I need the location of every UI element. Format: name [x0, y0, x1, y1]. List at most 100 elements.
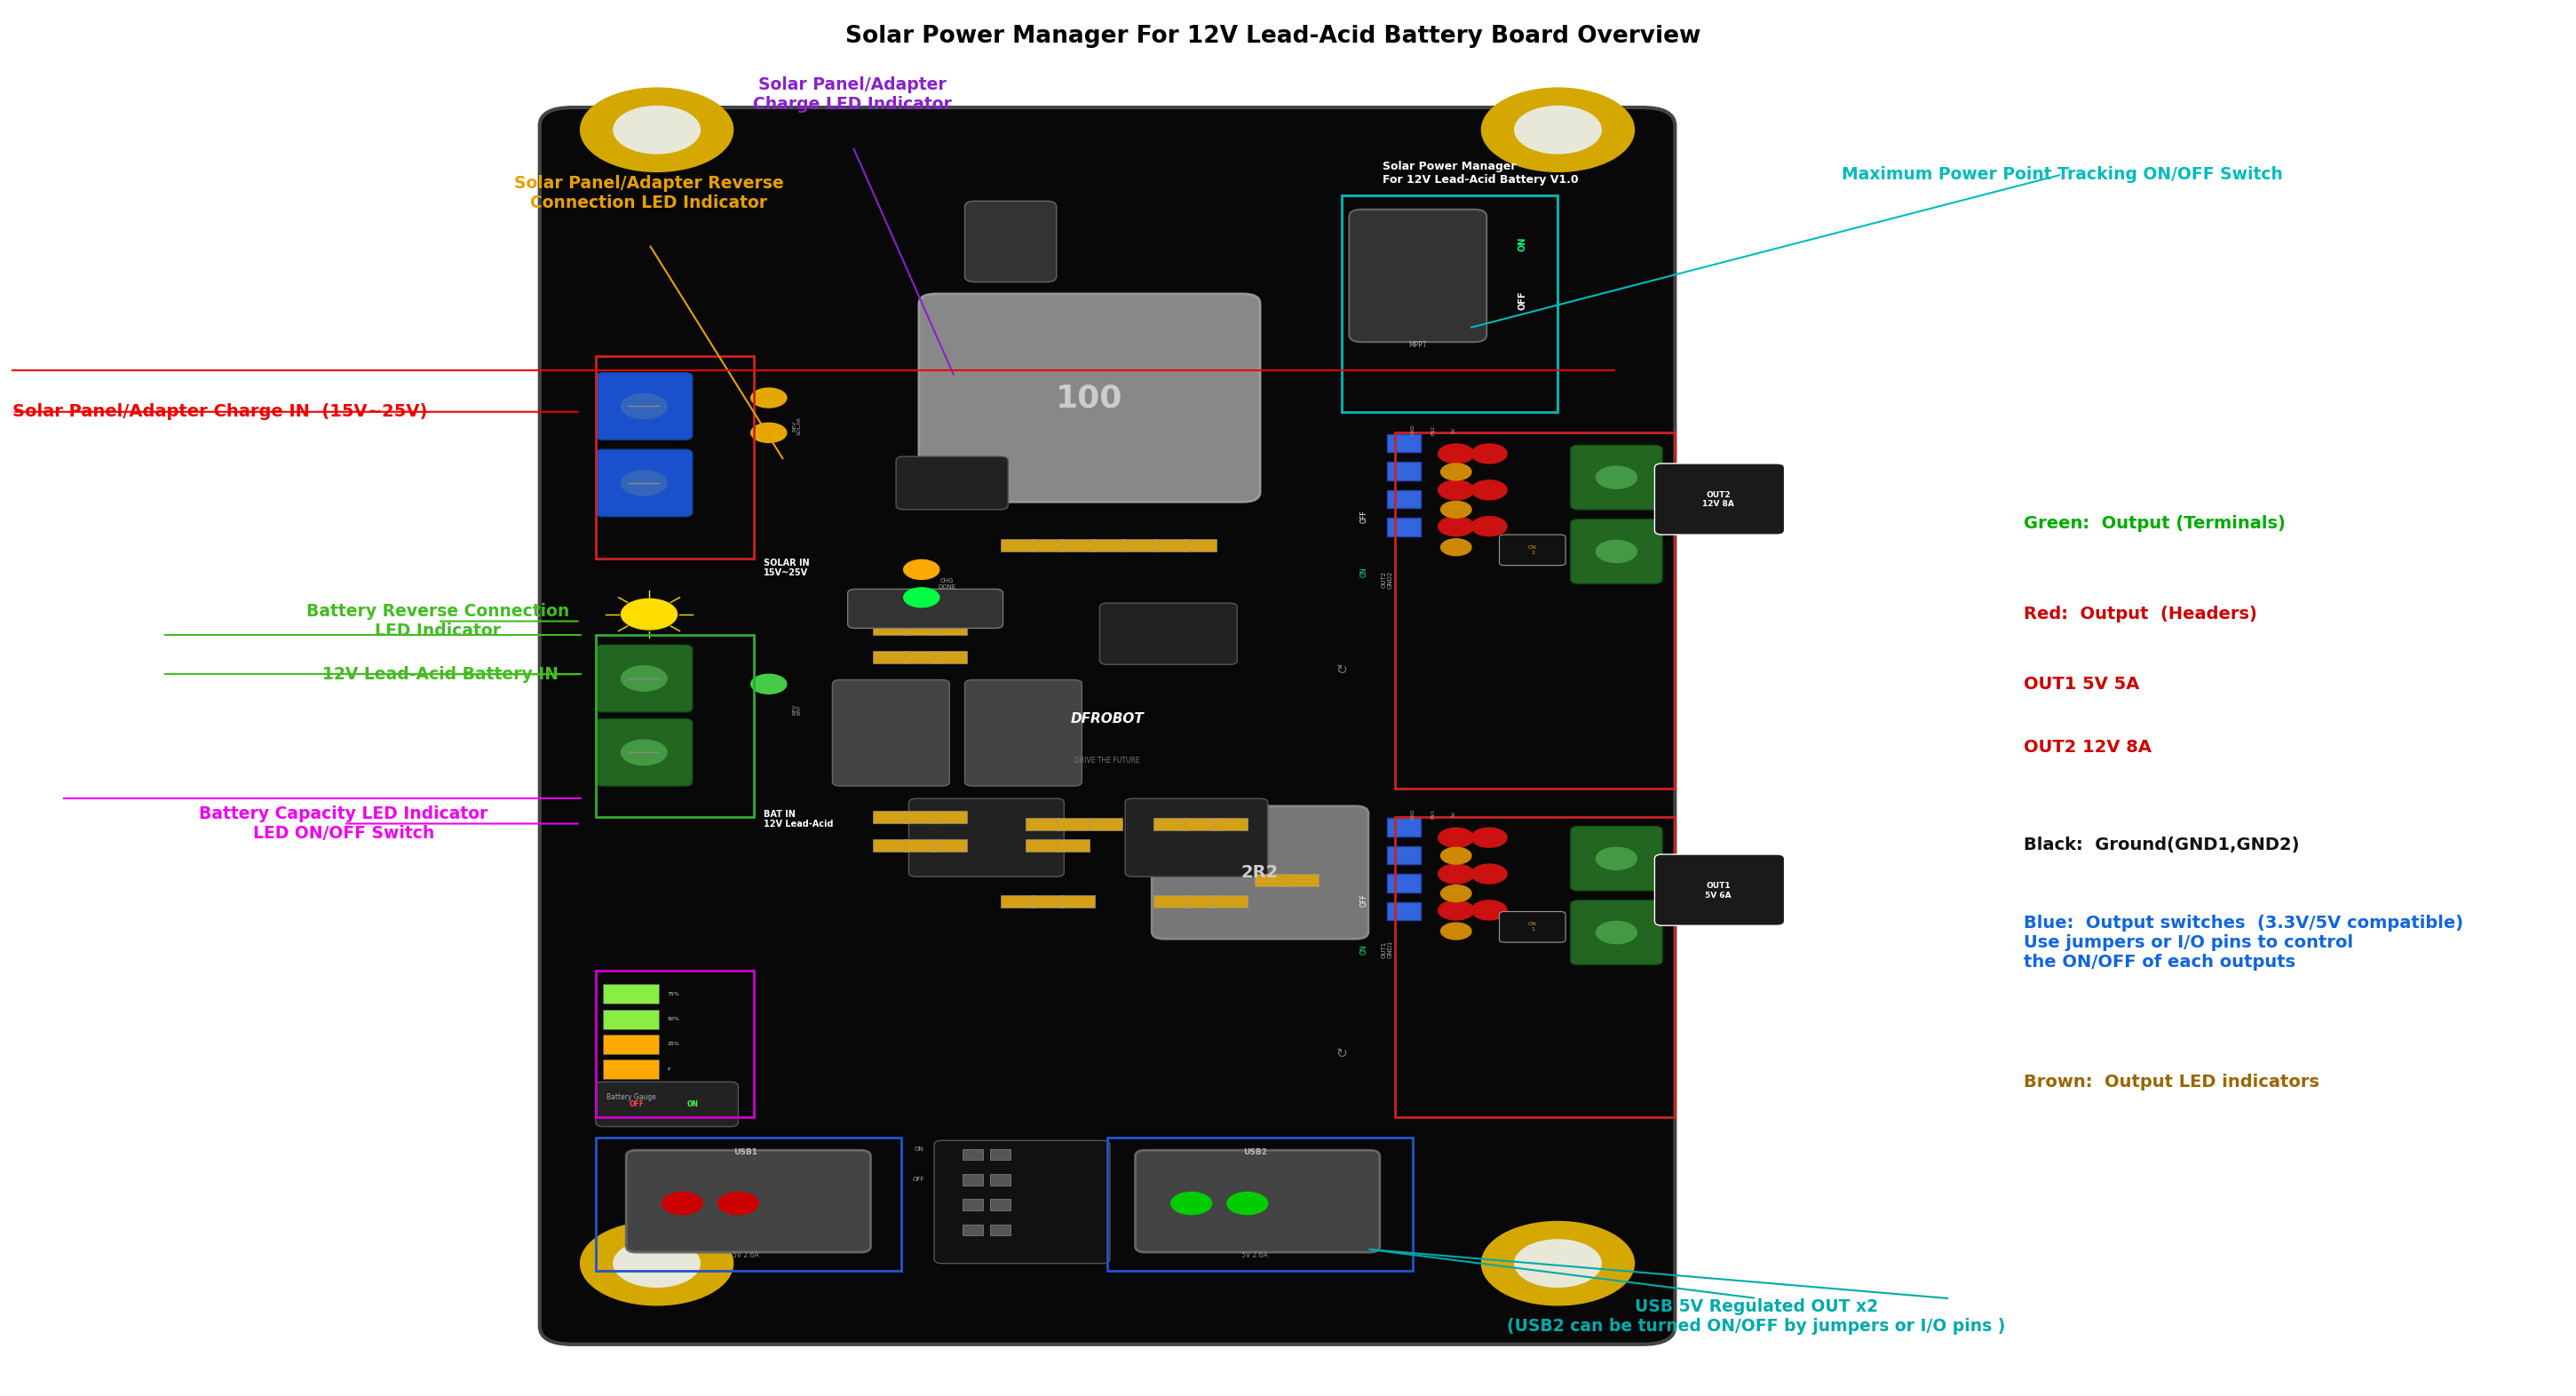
FancyBboxPatch shape: [1151, 807, 1368, 940]
Circle shape: [1437, 517, 1473, 536]
Circle shape: [621, 666, 667, 691]
FancyBboxPatch shape: [832, 680, 951, 786]
Bar: [603, 984, 659, 1004]
FancyBboxPatch shape: [966, 201, 1056, 282]
Bar: [1388, 434, 1419, 452]
Bar: [603, 1060, 659, 1079]
Bar: [1396, 433, 1674, 789]
Circle shape: [1437, 900, 1473, 920]
Text: 5V 2.6A: 5V 2.6A: [1242, 1251, 1267, 1259]
Bar: [873, 651, 907, 663]
Bar: [603, 1009, 659, 1029]
Bar: [1185, 895, 1216, 907]
Text: USB 5V Regulated OUT x2
(USB2 can be turned ON/OFF by jumpers or I/O pins ): USB 5V Regulated OUT x2 (USB2 can be tur…: [1507, 1298, 2007, 1335]
Circle shape: [621, 740, 667, 765]
Text: ON: ON: [688, 1100, 698, 1108]
FancyBboxPatch shape: [909, 799, 1064, 877]
Circle shape: [904, 588, 940, 607]
Bar: [999, 895, 1033, 907]
Circle shape: [1471, 828, 1507, 847]
Text: 100: 100: [1056, 383, 1123, 413]
FancyBboxPatch shape: [595, 373, 693, 440]
Circle shape: [1437, 828, 1473, 847]
FancyBboxPatch shape: [935, 1141, 1110, 1263]
Circle shape: [1437, 480, 1473, 500]
Bar: [1255, 874, 1288, 886]
Text: Green:  Output (Terminals): Green: Output (Terminals): [2025, 515, 2285, 532]
FancyBboxPatch shape: [1350, 209, 1486, 342]
Text: OUT2
GND2: OUT2 GND2: [1381, 571, 1394, 588]
Circle shape: [1471, 864, 1507, 884]
Circle shape: [1471, 444, 1507, 463]
Text: ↻: ↻: [1337, 663, 1347, 677]
Text: F: F: [667, 1067, 670, 1072]
Circle shape: [621, 470, 667, 496]
Circle shape: [621, 394, 667, 419]
Bar: [989, 1174, 1010, 1185]
Bar: [1185, 818, 1216, 831]
Bar: [999, 539, 1033, 551]
Circle shape: [1440, 923, 1471, 940]
FancyBboxPatch shape: [1571, 445, 1662, 510]
Text: GND: GND: [1412, 424, 1414, 436]
Circle shape: [1440, 463, 1471, 480]
Circle shape: [1597, 540, 1636, 563]
Bar: [1025, 839, 1059, 852]
Text: ON: ON: [1517, 237, 1528, 251]
Bar: [1123, 539, 1157, 551]
Bar: [963, 1199, 981, 1210]
Bar: [1388, 846, 1419, 864]
Bar: [1285, 874, 1319, 886]
Circle shape: [1471, 480, 1507, 500]
Bar: [989, 1199, 1010, 1210]
Bar: [1061, 539, 1095, 551]
Text: OFF: OFF: [1517, 290, 1528, 310]
Bar: [1154, 539, 1188, 551]
Text: OUT1
5V 6A: OUT1 5V 6A: [1705, 882, 1731, 899]
Text: REV
SOLAR: REV SOLAR: [791, 416, 801, 436]
FancyBboxPatch shape: [1126, 799, 1267, 877]
FancyBboxPatch shape: [595, 1082, 739, 1127]
Text: 5V 2.6A: 5V 2.6A: [732, 1251, 760, 1259]
Bar: [1108, 1138, 1412, 1270]
Circle shape: [1437, 444, 1473, 463]
Bar: [1030, 895, 1064, 907]
Bar: [963, 1224, 981, 1235]
Text: Battery Capacity LED Indicator
LED ON/OFF Switch: Battery Capacity LED Indicator LED ON/OF…: [198, 805, 487, 842]
Circle shape: [1471, 517, 1507, 536]
Bar: [595, 1138, 902, 1270]
Circle shape: [1226, 1192, 1267, 1215]
Bar: [595, 356, 755, 558]
Text: OFF: OFF: [629, 1100, 644, 1108]
Bar: [1396, 817, 1674, 1117]
Text: EN1: EN1: [1430, 810, 1435, 818]
FancyBboxPatch shape: [966, 680, 1082, 786]
FancyBboxPatch shape: [1100, 603, 1236, 664]
Text: Solar Power Manager For 12V Lead-Acid Battery Board Overview: Solar Power Manager For 12V Lead-Acid Ba…: [845, 25, 1700, 49]
Bar: [873, 811, 907, 824]
Text: OUT1
GND1: OUT1 GND1: [1381, 941, 1394, 958]
Text: ON: ON: [1360, 944, 1368, 955]
Circle shape: [613, 1240, 701, 1287]
Circle shape: [621, 599, 677, 630]
Text: 75%: 75%: [667, 991, 680, 997]
FancyBboxPatch shape: [1571, 900, 1662, 965]
Text: USB1: USB1: [734, 1148, 757, 1156]
FancyBboxPatch shape: [595, 450, 693, 517]
Text: ↻: ↻: [1337, 1047, 1347, 1061]
Bar: [935, 839, 969, 852]
Text: ON: ON: [1360, 567, 1368, 578]
Text: OUT1 5V 5A: OUT1 5V 5A: [2025, 676, 2141, 692]
Circle shape: [752, 674, 786, 694]
Bar: [904, 623, 938, 635]
Bar: [603, 1034, 659, 1054]
Circle shape: [1481, 1222, 1633, 1305]
Bar: [1213, 895, 1247, 907]
Circle shape: [1515, 106, 1602, 154]
Bar: [935, 623, 969, 635]
Text: 5V: 5V: [1450, 811, 1455, 817]
Bar: [1061, 895, 1095, 907]
Circle shape: [1172, 1192, 1211, 1215]
Text: Solar Panel/Adapter Charge IN  (15V~25V): Solar Panel/Adapter Charge IN (15V~25V): [13, 403, 428, 420]
Bar: [1056, 839, 1090, 852]
